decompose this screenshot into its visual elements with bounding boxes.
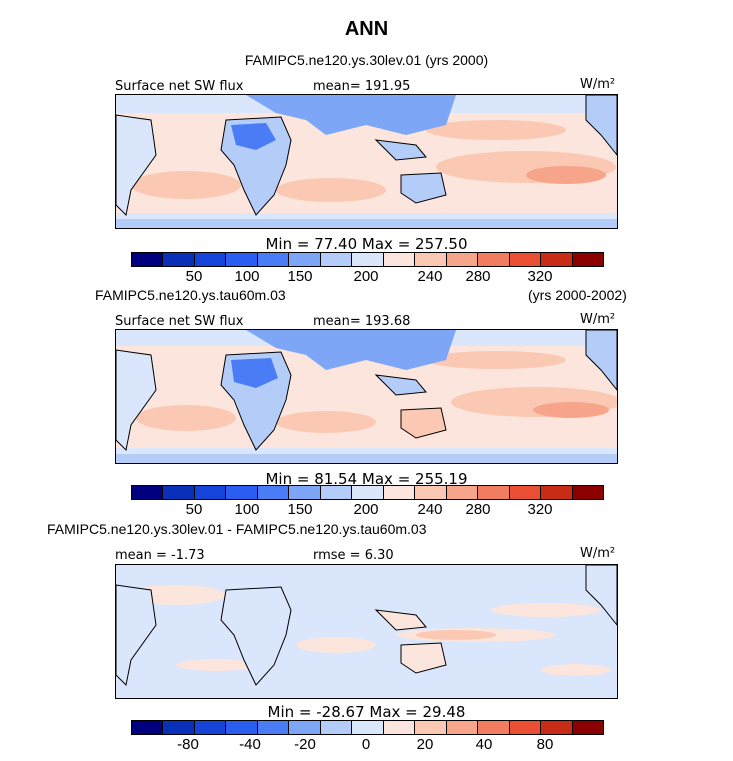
- colorbar-swatch: [163, 721, 195, 734]
- panel-1-tick-5: 280: [465, 268, 491, 285]
- panel-3-map-svg: [116, 565, 617, 698]
- panel-3-tick-0: -80: [177, 736, 199, 753]
- panel-3-tick-5: 40: [475, 736, 493, 753]
- colorbar-swatch: [478, 486, 510, 499]
- panel-1-map: [115, 94, 618, 229]
- colorbar-swatch: [478, 721, 510, 734]
- panel-1-tick-2: 150: [287, 268, 313, 285]
- panel-1-tick-3: 200: [353, 268, 379, 285]
- colorbar-swatch: [320, 721, 353, 734]
- panel-1-colorbar: [131, 252, 604, 267]
- panel-3-case-title: FAMIPC5.ne120.ys.30lev.01 - FAMIPC5.ne12…: [47, 521, 427, 537]
- panel-2-map: [115, 329, 618, 464]
- panel-2-case-title: FAMIPC5.ne120.ys.tau60m.03: [95, 287, 286, 303]
- colorbar-swatch: [194, 721, 227, 734]
- colorbar-swatch: [289, 253, 321, 266]
- panel-1-tick-0: 50: [185, 268, 203, 285]
- panel-2-colorbar: [131, 485, 604, 500]
- panel-3-tick-1: -40: [239, 736, 261, 753]
- colorbar-swatch: [478, 253, 510, 266]
- panel-2-tick-1: 100: [234, 501, 260, 518]
- panel-2-map-svg: [116, 330, 617, 463]
- colorbar-swatch: [383, 721, 416, 734]
- colorbar-swatch: [226, 253, 258, 266]
- colorbar-swatch: [163, 486, 195, 499]
- colorbar-swatch: [289, 721, 321, 734]
- colorbar-swatch: [194, 486, 227, 499]
- panel-3-tick-6: 80: [536, 736, 554, 753]
- colorbar-swatch: [257, 486, 290, 499]
- colorbar-swatch: [226, 486, 258, 499]
- colorbar-swatch: [572, 486, 604, 499]
- panel-2-mean: mean= 193.68: [313, 314, 411, 329]
- colorbar-swatch: [572, 721, 604, 734]
- panel-3-tick-2: -20: [294, 736, 316, 753]
- colorbar-swatch: [352, 486, 384, 499]
- panel-3-minmax: Min = -28.67 Max = 29.48: [267, 703, 466, 721]
- panel-3-tick-4: 20: [416, 736, 434, 753]
- colorbar-swatch: [541, 486, 573, 499]
- colorbar-swatch: [163, 253, 195, 266]
- panel-1-tick-6: 320: [527, 268, 553, 285]
- panel-2-tick-2: 150: [287, 501, 313, 518]
- panel-1-case-title: FAMIPC5.ne120.ys.30lev.01 (yrs 2000): [244, 52, 489, 68]
- colorbar-swatch: [415, 721, 447, 734]
- panel-1-mean: mean= 191.95: [313, 79, 411, 94]
- colorbar-swatch: [320, 486, 353, 499]
- panel-2-tick-5: 280: [465, 501, 491, 518]
- figure-title: ANN: [344, 18, 389, 40]
- panel-1-minmax: Min = 77.40 Max = 257.50: [265, 235, 468, 253]
- panel-2-years: (yrs 2000-2002): [528, 287, 627, 303]
- colorbar-swatch: [509, 721, 542, 734]
- colorbar-swatch: [226, 721, 258, 734]
- colorbar-swatch: [541, 253, 573, 266]
- colorbar-swatch: [415, 253, 447, 266]
- panel-3-map: [115, 564, 618, 699]
- panel-1-tick-4: 240: [417, 268, 443, 285]
- colorbar-swatch: [415, 486, 447, 499]
- colorbar-swatch: [320, 253, 353, 266]
- panel-3-rmse: rmse = 6.30: [313, 548, 394, 563]
- panel-1-tick-1: 100: [234, 268, 260, 285]
- panel-2-tick-0: 50: [185, 501, 203, 518]
- panel-3-units: W/m²: [580, 546, 616, 561]
- colorbar-swatch: [257, 721, 290, 734]
- colorbar-swatch: [509, 486, 542, 499]
- panel-2-variable: Surface net SW flux: [115, 314, 244, 329]
- colorbar-swatch: [289, 486, 321, 499]
- colorbar-swatch: [446, 721, 479, 734]
- colorbar-swatch: [509, 253, 542, 266]
- colorbar-swatch: [352, 721, 384, 734]
- colorbar-swatch: [446, 253, 479, 266]
- colorbar-swatch: [446, 486, 479, 499]
- panel-3-colorbar: [131, 720, 604, 735]
- panel-3-mean: mean = -1.73: [115, 548, 205, 563]
- panel-1-map-svg: [116, 95, 617, 228]
- colorbar-swatch: [194, 253, 227, 266]
- colorbar-swatch: [383, 253, 416, 266]
- colorbar-swatch: [383, 486, 416, 499]
- colorbar-swatch: [541, 721, 573, 734]
- colorbar-swatch: [132, 721, 164, 734]
- panel-1-units: W/m²: [580, 77, 616, 92]
- panel-2-units: W/m²: [580, 312, 616, 327]
- panel-1-variable: Surface net SW flux: [115, 79, 244, 94]
- panel-2-minmax: Min = 81.54 Max = 255.19: [265, 470, 468, 488]
- panel-2-tick-3: 200: [353, 501, 379, 518]
- panel-3-tick-3: 0: [361, 736, 371, 753]
- colorbar-swatch: [257, 253, 290, 266]
- colorbar-swatch: [132, 253, 164, 266]
- colorbar-swatch: [572, 253, 604, 266]
- panel-2-tick-4: 240: [417, 501, 443, 518]
- colorbar-swatch: [132, 486, 164, 499]
- panel-2-tick-6: 320: [527, 501, 553, 518]
- colorbar-swatch: [352, 253, 384, 266]
